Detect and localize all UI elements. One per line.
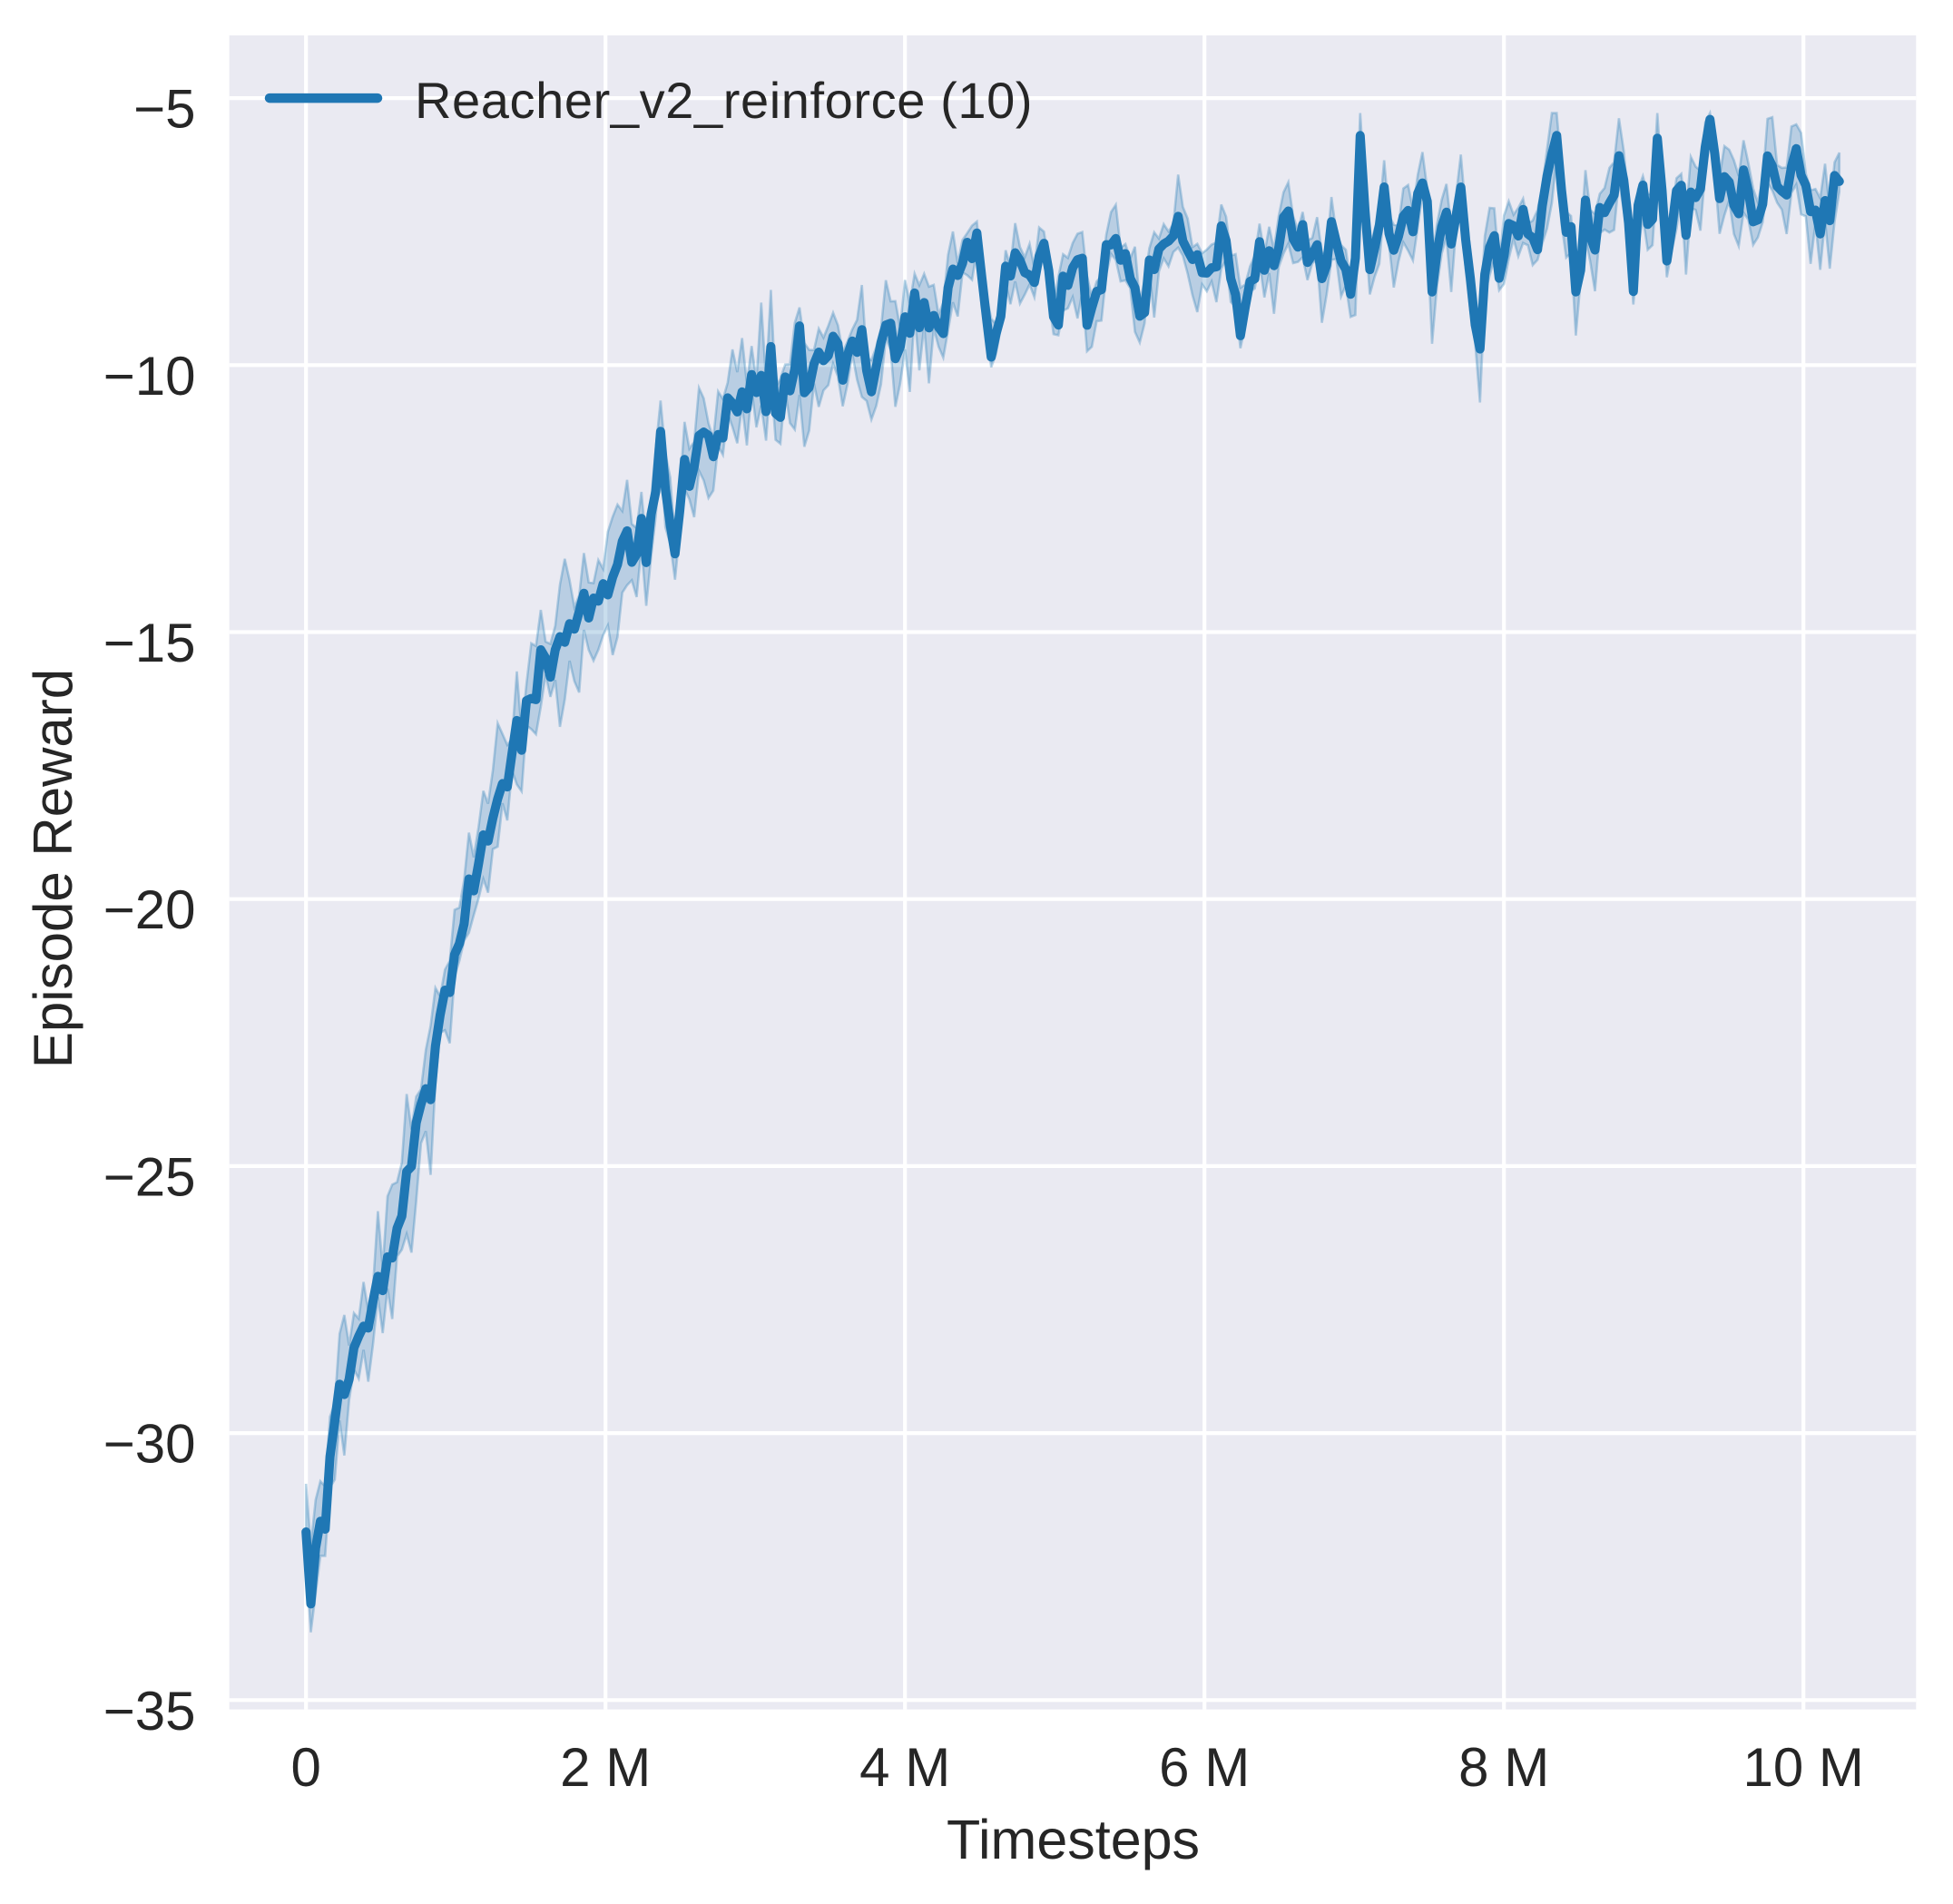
svg-text:2 M: 2 M — [560, 1737, 651, 1798]
svg-text:Episode Reward: Episode Reward — [23, 669, 83, 1068]
svg-text:Timesteps: Timesteps — [947, 1809, 1200, 1870]
svg-text:10 M: 10 M — [1743, 1737, 1864, 1798]
svg-text:8 M: 8 M — [1458, 1737, 1549, 1798]
svg-text:−20: −20 — [103, 879, 196, 940]
svg-text:−30: −30 — [103, 1414, 196, 1475]
svg-text:−5: −5 — [133, 79, 195, 140]
svg-text:Reacher_v2_reinforce (10): Reacher_v2_reinforce (10) — [415, 72, 1033, 129]
svg-text:4 M: 4 M — [859, 1737, 950, 1798]
svg-text:−35: −35 — [103, 1681, 196, 1742]
svg-text:−25: −25 — [103, 1146, 196, 1207]
svg-text:−10: −10 — [103, 346, 196, 407]
svg-text:0: 0 — [291, 1737, 321, 1798]
svg-text:−15: −15 — [103, 613, 196, 673]
svg-text:6 M: 6 M — [1159, 1737, 1250, 1798]
